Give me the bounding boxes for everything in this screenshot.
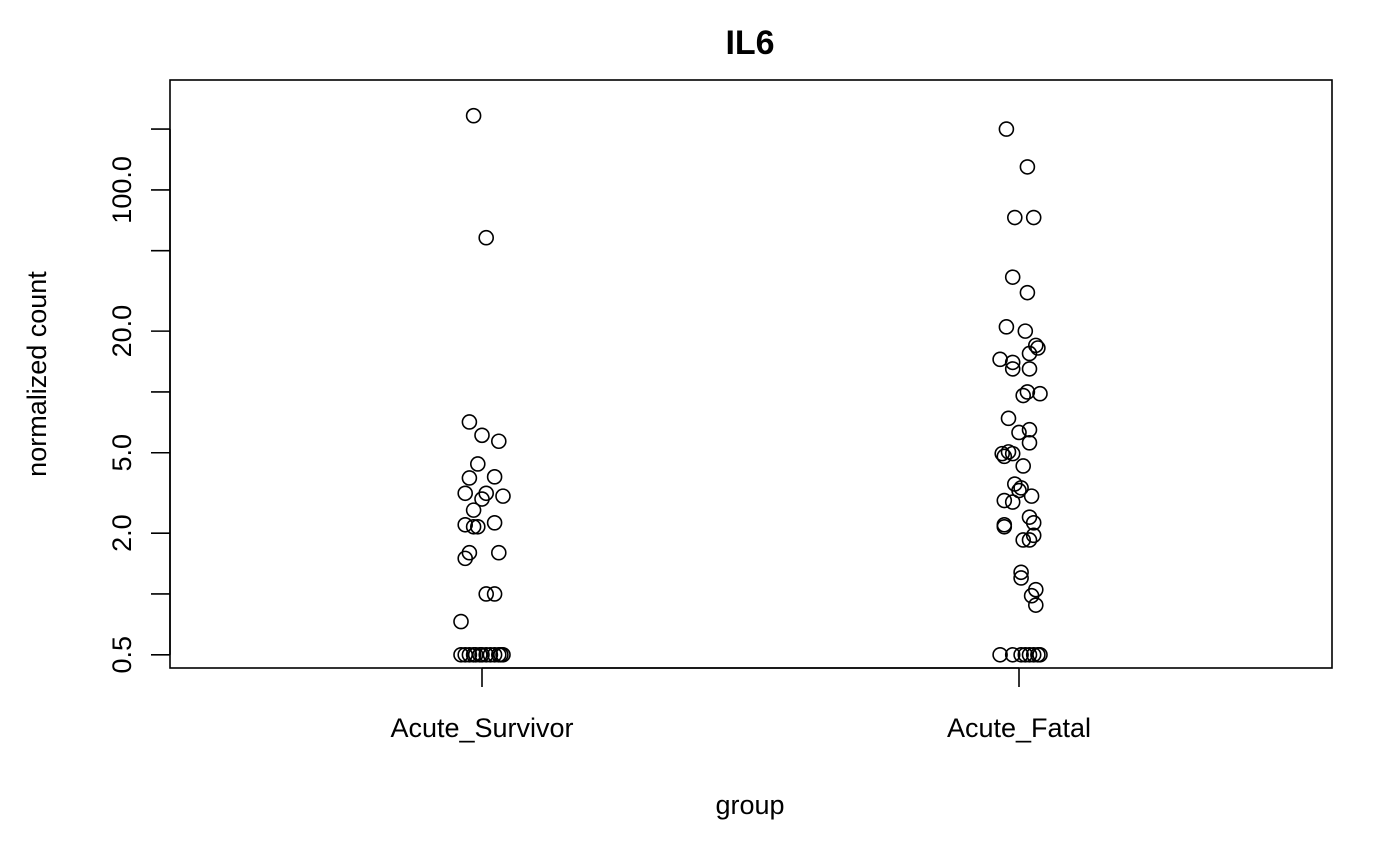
data-point: [1004, 646, 1021, 663]
data-point: [1025, 209, 1042, 226]
data-point: [992, 646, 1008, 663]
data-point: [998, 319, 1015, 335]
data-point: [490, 433, 507, 450]
data-point: [474, 646, 490, 663]
y-tick-label: 0.5: [107, 636, 137, 674]
data-point: [992, 351, 1008, 368]
data-point: [1021, 435, 1038, 451]
data-point: [478, 586, 495, 602]
data-point: [1000, 410, 1017, 427]
chart-title: IL6: [725, 24, 774, 62]
data-point: [474, 491, 490, 507]
data-point: [465, 107, 482, 124]
data-points: [453, 107, 1048, 663]
data-point: [1013, 564, 1029, 581]
y-axis: 0.5 2.0 5.0 20.0 100.0: [107, 128, 171, 674]
data-point: [457, 516, 474, 533]
data-point: [996, 448, 1013, 465]
data-point: [461, 470, 478, 486]
data-point: [461, 414, 478, 430]
data-point: [474, 427, 490, 444]
data-point: [469, 518, 486, 535]
data-point: [461, 646, 478, 663]
data-point: [490, 544, 507, 561]
data-point: [998, 121, 1015, 137]
data-point: [1019, 159, 1036, 175]
y-tick-label: 100.0: [107, 156, 137, 224]
data-point: [1032, 385, 1048, 402]
data-point: [1015, 387, 1032, 404]
data-point: [1023, 587, 1040, 604]
data-point: [996, 492, 1013, 509]
x-axis-label: group: [715, 790, 784, 820]
data-point: [478, 229, 495, 246]
data-point: [486, 646, 503, 663]
data-point: [1019, 384, 1036, 400]
data-point: [1021, 421, 1038, 438]
y-tick-label: 5.0: [107, 434, 137, 472]
data-point: [453, 613, 469, 630]
y-tick-label: 20.0: [107, 305, 137, 358]
data-point: [1004, 445, 1021, 462]
data-point: [486, 586, 503, 602]
data-point: [1015, 532, 1032, 548]
data-point: [482, 646, 499, 663]
data-point: [486, 469, 503, 485]
data-point: [1004, 269, 1021, 285]
data-point: [495, 646, 511, 663]
data-point: [1030, 340, 1046, 356]
data-point: [1013, 570, 1029, 586]
data-point: [457, 550, 474, 567]
data-point: [495, 488, 511, 504]
data-point: [1021, 345, 1038, 362]
data-point: [486, 515, 503, 531]
x-axis: Acute_Survivor Acute_Fatal: [390, 667, 1091, 743]
data-point: [1021, 361, 1038, 377]
data-point: [1028, 597, 1044, 613]
data-point: [1025, 646, 1042, 663]
data-point: [1004, 494, 1021, 510]
data-point: [994, 445, 1011, 462]
data-point: [1004, 354, 1021, 371]
data-point: [1025, 515, 1042, 531]
data-point: [457, 485, 474, 502]
x-tick-label: Acute_Survivor: [390, 713, 573, 743]
data-point: [1021, 646, 1038, 663]
data-point: [1015, 458, 1032, 474]
data-point: [1032, 646, 1048, 663]
plot-area-frame: [169, 79, 1333, 669]
data-point: [1025, 527, 1042, 544]
data-point: [1017, 323, 1034, 339]
data-point: [1023, 488, 1040, 504]
data-point: [1013, 480, 1029, 496]
data-point: [996, 518, 1013, 535]
y-axis-label: normalized count: [22, 271, 52, 477]
y-tick-label: 2.0: [107, 514, 137, 552]
data-point: [1004, 361, 1021, 377]
data-point: [1019, 284, 1036, 301]
data-point: [1011, 424, 1027, 441]
data-point: [1021, 532, 1038, 548]
data-point: [465, 502, 482, 518]
data-point: [465, 518, 482, 535]
data-point: [1006, 209, 1023, 226]
data-point: [1013, 646, 1029, 663]
data-point: [469, 456, 486, 472]
x-tick-label: Acute_Fatal: [947, 713, 1091, 743]
